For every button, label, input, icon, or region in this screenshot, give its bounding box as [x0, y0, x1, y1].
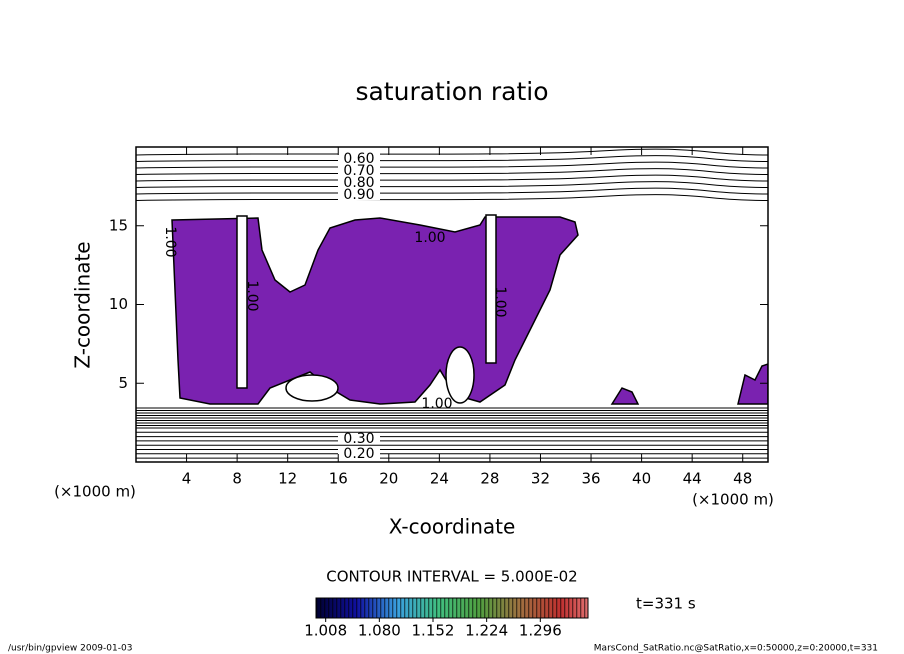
plot-area: [136, 148, 768, 462]
x-tick-label: 16: [329, 470, 348, 488]
contour-interval: CONTOUR INTERVAL = 5.000E-02: [326, 568, 577, 586]
contour-line: [136, 194, 768, 201]
x-unit: (×1000 m): [692, 491, 774, 509]
footer-right: MarsCond_SatRatio.nc@SatRatio,x=0:50000,…: [594, 644, 878, 654]
x-axis-label: X-coordinate: [389, 515, 516, 539]
label-bg: [338, 433, 380, 444]
x-tick-label: 28: [480, 470, 499, 488]
contour-label: 0.60: [343, 151, 374, 167]
contour-label: 1.00: [244, 280, 260, 311]
y-tick-label: 5: [118, 374, 128, 392]
x-tick-label: 32: [531, 470, 550, 488]
contour-label: 0.90: [343, 187, 374, 203]
unsaturated-holes: [236, 214, 497, 404]
footer-left: /usr/bin/gpview 2009-01-03: [8, 644, 132, 654]
contour-line: [136, 168, 768, 175]
contour-label: 0.80: [343, 175, 374, 191]
hole: [445, 346, 475, 404]
contour-line: [136, 148, 768, 156]
contour-lines: [136, 148, 768, 462]
contour-label: 0.30: [343, 431, 374, 447]
hole: [485, 214, 497, 364]
x-tick-label: 44: [683, 470, 702, 488]
contour-label: 1.00: [414, 230, 445, 246]
contour-label: 1.00: [421, 396, 452, 412]
x-tick-label: 8: [232, 470, 242, 488]
x-unit: (×1000 m): [54, 483, 136, 501]
label-bg: [338, 177, 380, 188]
hole: [285, 374, 339, 402]
contour-line: [136, 155, 768, 162]
contour-line: [136, 181, 768, 188]
contour-label: 1.00: [162, 226, 178, 257]
region-right-b: [737, 363, 768, 405]
x-tick-label: 12: [278, 470, 297, 488]
contour-label: 0.20: [343, 446, 374, 462]
contour-line: [136, 187, 768, 195]
x-tick-label: 20: [379, 470, 398, 488]
colorbar-tick-label: 1.296: [519, 622, 562, 640]
colorbar-tick-label: 1.152: [412, 622, 455, 640]
hole: [236, 215, 248, 389]
colorbar-tick-label: 1.224: [465, 622, 508, 640]
contour-label: 0.70: [343, 163, 374, 179]
x-tick-label: 48: [733, 470, 752, 488]
y-axis-label: Z-coordinate: [71, 241, 95, 368]
colorbar-tick-label: 1.008: [304, 622, 347, 640]
chart-title: saturation ratio: [355, 77, 548, 106]
time-label: t=331 s: [636, 595, 696, 613]
label-bg: [338, 165, 380, 176]
region-main: [171, 216, 579, 405]
x-tick-label: 40: [632, 470, 651, 488]
colorbar-tick-label: 1.080: [358, 622, 401, 640]
y-tick-label: 15: [109, 216, 128, 234]
x-tick-label: 36: [581, 470, 600, 488]
contour-label: 1.00: [492, 286, 508, 317]
contour-line: [136, 174, 768, 182]
x-tick-label: 24: [430, 470, 449, 488]
label-bg: [338, 153, 380, 164]
contour-labels: 0.600.700.800.90 0.300.20 1.00 1.00 1.00 1.00…: [162, 151, 508, 462]
region-right-a: [610, 387, 640, 405]
y-tick-label: 10: [109, 295, 128, 313]
label-bg: [338, 448, 380, 459]
colorbar-frame: [315, 597, 589, 619]
contour-line: [136, 161, 768, 169]
x-tick-label: 4: [182, 470, 192, 488]
label-bg: [338, 189, 380, 200]
